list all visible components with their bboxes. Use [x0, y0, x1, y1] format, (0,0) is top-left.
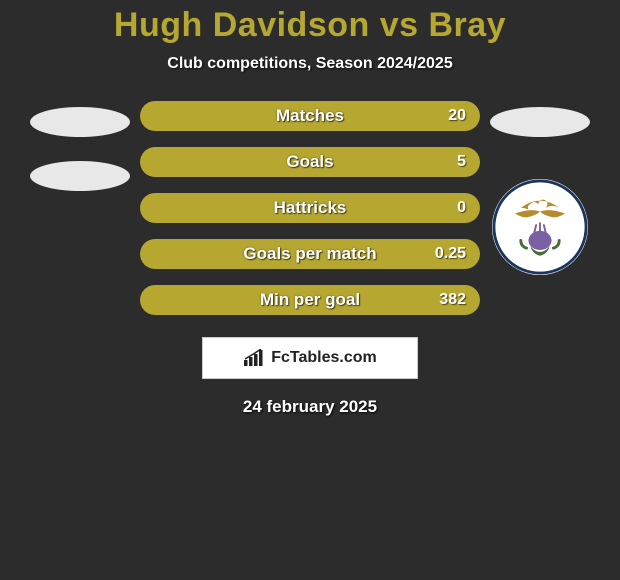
- bar-chart-icon: [243, 349, 265, 367]
- watermark-text: FcTables.com: [271, 349, 377, 367]
- stat-bars: Matches 20 Goals 5 Hattricks 0 Goals per match…: [140, 101, 480, 315]
- stat-bar: Hattricks 0: [140, 193, 480, 223]
- watermark: FcTables.com: [202, 337, 418, 379]
- stat-bar-label: Goals: [286, 152, 333, 172]
- left-player-col: [20, 101, 140, 215]
- left-placeholder-2: [30, 161, 130, 191]
- comparison-row: Matches 20 Goals 5 Hattricks 0 Goals per match…: [0, 101, 620, 315]
- chart-icon: [243, 349, 265, 367]
- stat-bar-value: 20: [448, 107, 466, 125]
- left-placeholder-1: [30, 107, 130, 137]
- stat-bar-value: 5: [457, 153, 466, 171]
- right-placeholder-1: [490, 107, 590, 137]
- stat-bar: Goals 5: [140, 147, 480, 177]
- stat-bar: Goals per match 0.25: [140, 239, 480, 269]
- page-title: Hugh Davidson vs Bray: [114, 6, 506, 45]
- stat-bar-label: Min per goal: [260, 290, 360, 310]
- crest-svg: [492, 179, 588, 275]
- stat-bar-value: 0: [457, 199, 466, 217]
- date-label: 24 february 2025: [243, 397, 377, 417]
- stat-bar-value: 382: [439, 291, 466, 309]
- stat-bar: Min per goal 382: [140, 285, 480, 315]
- content-root: Hugh Davidson vs Bray Club competitions,…: [0, 0, 620, 580]
- stat-bar-value: 0.25: [435, 245, 466, 263]
- stat-bar: Matches 20: [140, 101, 480, 131]
- subtitle: Club competitions, Season 2024/2025: [167, 55, 452, 73]
- club-crest: [492, 179, 588, 275]
- stat-bar-label: Matches: [276, 106, 344, 126]
- stat-bar-label: Goals per match: [243, 244, 376, 264]
- stat-bar-label: Hattricks: [274, 198, 347, 218]
- right-player-col: [480, 101, 600, 275]
